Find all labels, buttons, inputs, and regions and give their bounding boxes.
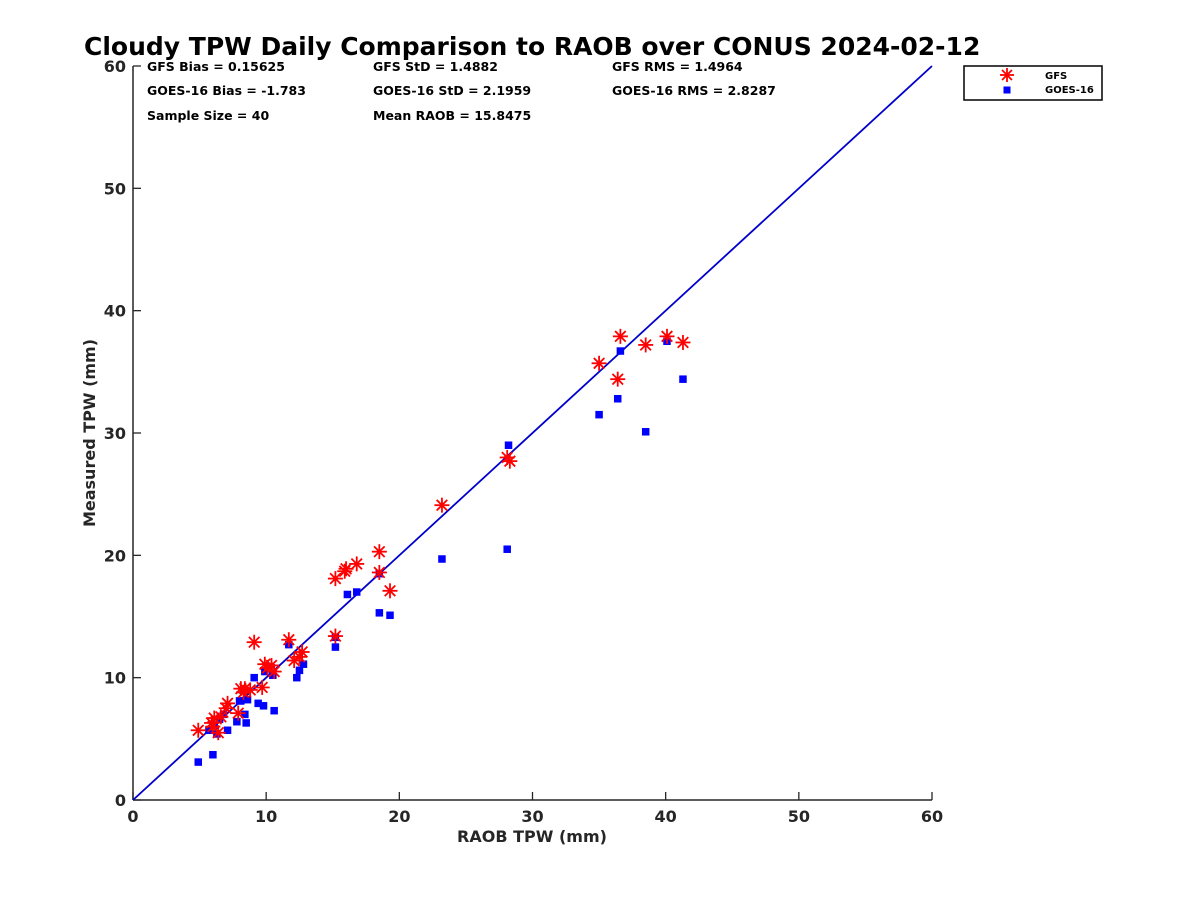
goes-16-point (595, 410, 603, 419)
gfs-point (502, 453, 518, 469)
goes-rms-stat: GOES-16 RMS = 2.8287 (612, 83, 776, 98)
goes-16-point (331, 643, 340, 651)
goes-16-point (386, 611, 394, 620)
y-tick-label: 40 (104, 302, 126, 321)
gfs-point (371, 564, 387, 580)
gfs-point (612, 328, 628, 344)
sample-size-stat: Sample Size = 40 (147, 108, 269, 123)
legend-goes-square (1003, 86, 1011, 94)
y-axis-label: Measured TPW (mm) (80, 339, 99, 527)
gfs-point (591, 355, 607, 371)
gfs-point (281, 632, 297, 648)
gfs-point (236, 684, 252, 700)
gfs-std-stat: GFS StD = 1.4882 (373, 59, 498, 74)
goes-16-point (641, 428, 650, 436)
gfs-rms-stat: GFS RMS = 1.4964 (612, 59, 743, 74)
y-tick-label: 30 (104, 424, 126, 443)
y-tick-label: 0 (115, 791, 126, 810)
goes-16-point (209, 750, 217, 759)
gfs-point (254, 679, 270, 695)
gfs-point (327, 628, 343, 644)
x-tick-label: 20 (388, 807, 410, 826)
gfs-point (327, 571, 343, 587)
goes-16-point (375, 609, 384, 617)
gfs-bias-stat: GFS Bias = 0.15625 (147, 59, 285, 74)
goes-16-point (613, 394, 622, 403)
goes-bias-stat: GOES-16 Bias = -1.783 (147, 83, 306, 98)
gfs-point (213, 709, 229, 725)
goes-16-point (250, 673, 258, 682)
gfs-point (382, 583, 398, 599)
gfs-point (638, 337, 654, 353)
x-tick-label: 50 (788, 807, 810, 826)
axes: 0 10 20 30 40 50 60 0 10 20 30 40 50 60 (104, 57, 943, 826)
x-tick-label: 10 (255, 807, 277, 826)
legend-goes-marker (1003, 86, 1011, 94)
gfs-point (338, 561, 354, 577)
legend-gfs-marker (1000, 68, 1014, 82)
gfs-point (230, 705, 246, 721)
goes-16-point (223, 726, 232, 735)
goes-16-point (352, 588, 361, 596)
x-tick-label: 40 (655, 807, 677, 826)
x-tick-label: 30 (521, 807, 543, 826)
legend: GFS GOES-16 (963, 65, 1103, 101)
goes-16-point (293, 673, 301, 682)
legend-box (963, 65, 1103, 101)
x-axis-label: RAOB TPW (mm) (457, 827, 607, 846)
gfs-point (246, 634, 262, 650)
y-tick-label: 60 (104, 57, 126, 76)
gfs-point (371, 544, 387, 560)
x-tick-label: 60 (921, 807, 943, 826)
gfs-point (434, 497, 450, 513)
legend-goes-label: GOES-16 (1045, 85, 1094, 96)
goes-16-point (259, 702, 268, 710)
gfs-point (205, 719, 221, 735)
gfs-point (610, 371, 626, 387)
reference-line-layer (132, 65, 933, 801)
goes-16-point (343, 590, 352, 599)
goes-16-point (254, 699, 262, 708)
legend-gfs-asterisk (1000, 68, 1014, 82)
goes-std-stat: GOES-16 StD = 2.1959 (373, 83, 531, 98)
goes-16-point (242, 719, 250, 727)
gfs-point (218, 700, 234, 716)
y-tick-label: 10 (104, 669, 126, 688)
goes-16-point (504, 441, 513, 449)
chart-title: Cloudy TPW Daily Comparison to RAOB over… (84, 32, 980, 61)
goes-16-point (243, 695, 252, 704)
gfs-point (659, 328, 675, 344)
mean-raob-stat: Mean RAOB = 15.8475 (373, 108, 531, 123)
goes-16-point (503, 545, 511, 553)
goes-16-point (235, 697, 244, 705)
goes-16-point (679, 375, 687, 383)
goes-16-point (270, 706, 278, 715)
y-tick-label: 50 (104, 179, 126, 198)
gfs-point (190, 722, 206, 738)
gfs-point (294, 644, 310, 660)
goes-16-point (233, 717, 241, 726)
goes-16-point (295, 666, 304, 675)
goes-16-point (241, 710, 249, 719)
goes-16-point (616, 347, 625, 355)
goes-16-point (269, 671, 277, 679)
one-to-one-line (132, 65, 933, 801)
goes-16-point (194, 758, 203, 766)
x-tick-label: 0 (127, 807, 138, 826)
legend-gfs-label: GFS (1045, 71, 1067, 82)
goes-16-point (438, 555, 446, 563)
gfs-point (675, 334, 691, 350)
y-tick-label: 20 (104, 546, 126, 565)
goes-16-point (299, 660, 308, 668)
gfs-point (259, 660, 275, 676)
data-points (190, 328, 691, 766)
